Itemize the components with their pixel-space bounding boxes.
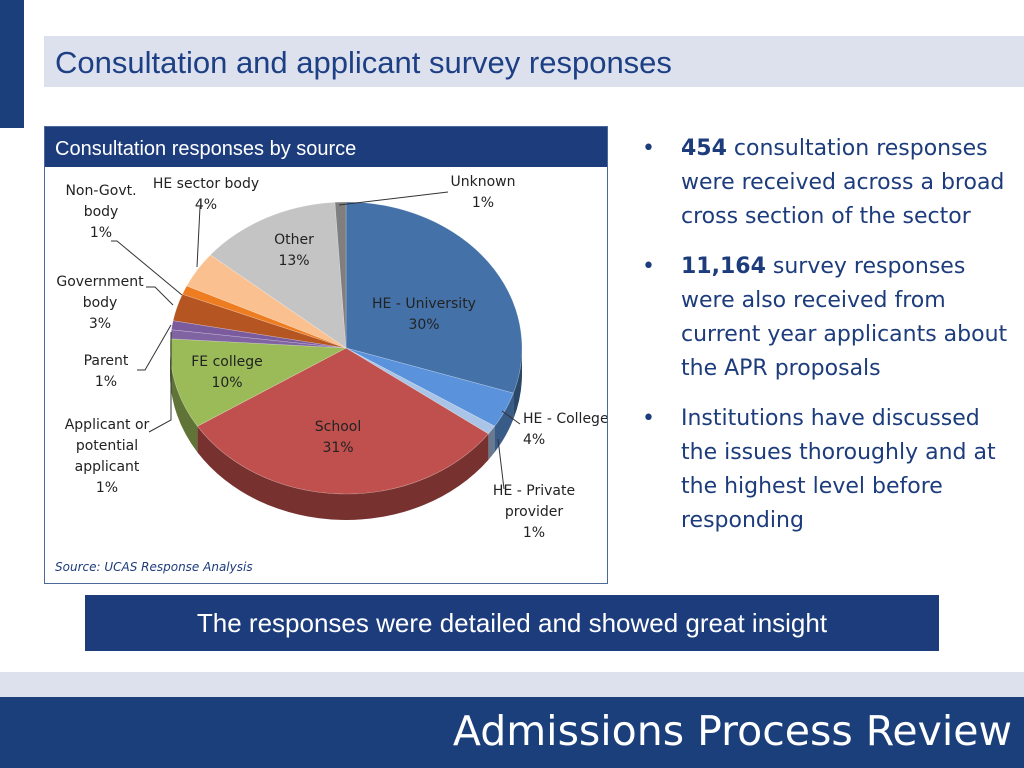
bullet-item: • Institutions have discussed the issues … [636, 402, 1011, 538]
chart-header: Consultation responses by source [45, 127, 607, 167]
slice-label-8: Non-Govt. body 1% [65, 183, 136, 241]
slice-label-9: HE sector body 4% [153, 176, 259, 213]
slice-label-4: FE college 10% [191, 354, 263, 391]
pie-side-0 [513, 348, 522, 420]
slice-label-5: Applicant or potential applicant 1% [65, 417, 150, 496]
slice-label-3: School 31% [315, 419, 361, 456]
leader-line-2 [497, 438, 505, 490]
bullet-bold: 454 [681, 136, 727, 161]
slice-label-2: HE - Private provider 1% [493, 483, 575, 541]
pie-slice-3 [196, 347, 489, 495]
slice-label-0: HE - University 30% [372, 296, 476, 333]
footer-light-band [0, 672, 1024, 697]
bullet-dot: • [642, 254, 655, 279]
leader-line-11 [338, 191, 449, 206]
pie-slice-10 [209, 201, 347, 349]
pie-slice-8 [181, 285, 347, 349]
chart-source: Source: UCAS Response Analysis [55, 560, 253, 574]
slice-label-10: Other 13% [274, 232, 314, 269]
left-accent-bar [0, 0, 24, 128]
bullet-bold: 11,164 [681, 254, 766, 279]
pie-side-3 [197, 426, 489, 520]
leader-line-5 [148, 332, 172, 433]
pie-chart-panel: Consultation responses by source HE - Un… [44, 126, 608, 584]
pie-slice-7 [172, 293, 347, 349]
slice-label-7: Government body 3% [56, 274, 144, 332]
slice-label-6: Parent 1% [84, 353, 129, 390]
title-bar: Consultation and applicant survey respon… [44, 36, 1024, 87]
slide-title: Consultation and applicant survey respon… [55, 45, 672, 80]
banner-text: The responses were detailed and showed g… [196, 608, 828, 638]
bullet-list: • 454 consultation responses were receive… [636, 132, 1011, 554]
bullet-text: consultation responses were received acr… [681, 136, 1005, 229]
leader-line-7 [146, 286, 174, 306]
footer-bar: Admissions Process Review [0, 697, 1024, 768]
leader-line-9 [196, 206, 201, 268]
leader-line-1 [501, 410, 521, 425]
pie-slice-1 [345, 347, 514, 427]
pie-slice-4 [169, 338, 348, 427]
pie-slice-11 [334, 201, 347, 349]
pie-slice-2 [345, 347, 496, 435]
leader-line-8 [111, 240, 183, 296]
bullet-text: survey responses were also received from… [681, 254, 1008, 381]
slice-label-1: HE - College 4% [523, 411, 607, 448]
footer-title: Admissions Process Review [452, 707, 1012, 755]
bullet-dot: • [642, 136, 655, 161]
bullet-dot: • [642, 406, 655, 431]
pie-slice-9 [186, 254, 347, 349]
pie-side-2 [488, 426, 495, 460]
insight-banner: The responses were detailed and showed g… [85, 595, 939, 651]
pie-slice-6 [171, 320, 347, 349]
slice-label-11: Unknown 1% [451, 174, 516, 211]
bullet-text: Institutions have discussed the issues t… [681, 406, 996, 533]
bullet-item: • 11,164 survey responses were also recei… [636, 250, 1011, 386]
pie-side-4 [170, 348, 198, 453]
pie-side-1 [494, 393, 514, 453]
leader-line-6 [137, 324, 172, 371]
bullet-item: • 454 consultation responses were receive… [636, 132, 1011, 234]
pie-slice-0 [345, 201, 523, 394]
pie-chart: HE - University 30% HE - College 4% HE - Pri… [56, 174, 607, 541]
chart-title: Consultation responses by source [55, 138, 357, 160]
